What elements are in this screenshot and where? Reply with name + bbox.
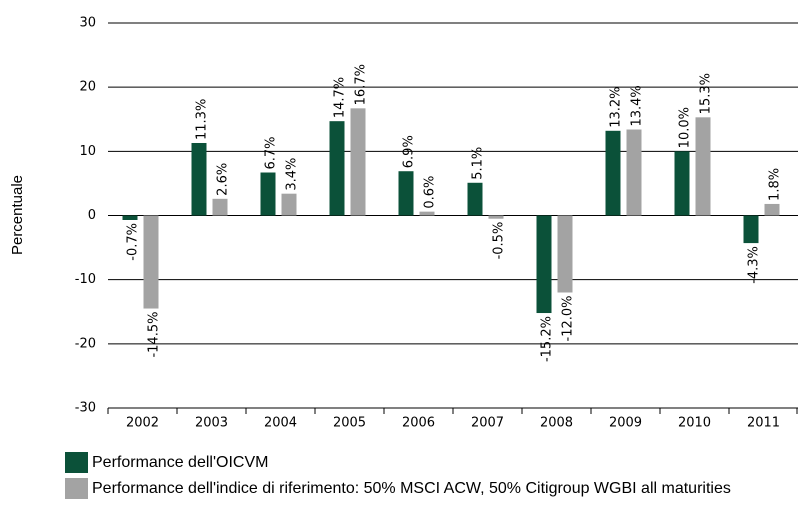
legend-label: Performance dell'indice di riferimento: … bbox=[92, 480, 731, 497]
x-tick-label: 2011 bbox=[747, 416, 780, 431]
value-label: -4.3% bbox=[747, 246, 762, 284]
legend-swatch bbox=[65, 452, 88, 473]
y-tick-label: -10 bbox=[75, 272, 96, 287]
value-label: 6.9% bbox=[402, 135, 417, 168]
legend: Performance dell'OICVM Performance dell'i… bbox=[65, 452, 799, 504]
value-label: -12.0% bbox=[561, 296, 576, 342]
x-tick-label: 2006 bbox=[402, 416, 435, 431]
bar bbox=[626, 129, 642, 216]
value-label: 2.6% bbox=[216, 163, 231, 196]
value-label: 1.8% bbox=[768, 168, 783, 201]
bar bbox=[398, 171, 414, 216]
x-tick-label: 2010 bbox=[678, 416, 711, 431]
value-label: 0.6% bbox=[423, 176, 438, 209]
x-tick-label: 2007 bbox=[471, 416, 504, 431]
value-label: 3.4% bbox=[285, 158, 300, 191]
y-tick-label: -20 bbox=[75, 336, 96, 351]
value-label: 10.0% bbox=[678, 107, 693, 148]
x-tick-label: 2004 bbox=[264, 416, 297, 431]
y-tick-label: 20 bbox=[79, 80, 96, 95]
bar bbox=[695, 117, 711, 216]
legend-item: Performance dell'OICVM bbox=[65, 452, 799, 473]
value-label: -0.7% bbox=[126, 223, 141, 261]
value-label: 5.1% bbox=[471, 147, 486, 180]
bar bbox=[605, 130, 621, 216]
bar bbox=[743, 215, 759, 244]
value-label: -14.5% bbox=[147, 312, 162, 358]
legend-label: Performance dell'OICVM bbox=[92, 454, 269, 471]
bar bbox=[329, 121, 345, 216]
value-label: 6.7% bbox=[264, 136, 279, 169]
y-axis-label: Percentuale bbox=[9, 175, 26, 255]
value-label: 11.3% bbox=[195, 99, 210, 140]
bar bbox=[764, 203, 780, 216]
y-tick-label: 10 bbox=[79, 144, 96, 159]
value-label: 13.2% bbox=[609, 86, 624, 127]
bar bbox=[260, 172, 276, 216]
bar bbox=[536, 215, 552, 314]
chart: Percentuale -30 -20 -10 0 10 20 30 2002 2003 2004… bbox=[9, 16, 798, 431]
bar bbox=[122, 215, 138, 220]
value-label: -15.2% bbox=[540, 316, 555, 362]
bar bbox=[488, 215, 504, 219]
y-tick-label: 30 bbox=[79, 16, 96, 31]
x-tick-label: 2009 bbox=[609, 416, 642, 431]
y-tick-label: 0 bbox=[88, 208, 96, 223]
value-label: 13.4% bbox=[630, 85, 645, 126]
bar bbox=[191, 142, 207, 216]
bar bbox=[674, 151, 690, 216]
x-tick-label: 2003 bbox=[195, 416, 228, 431]
x-tick-label: 2008 bbox=[540, 416, 573, 431]
bar bbox=[557, 215, 573, 293]
value-label: -0.5% bbox=[492, 222, 507, 260]
bar bbox=[143, 215, 159, 309]
value-label: 14.7% bbox=[333, 77, 348, 118]
bar bbox=[419, 211, 435, 216]
y-tick-label: -30 bbox=[75, 401, 96, 416]
legend-swatch bbox=[65, 478, 88, 499]
value-label: 15.3% bbox=[699, 73, 714, 114]
legend-item: Performance dell'indice di riferimento: … bbox=[65, 478, 799, 499]
x-tick-label: 2002 bbox=[126, 416, 159, 431]
bar bbox=[467, 182, 483, 216]
bar bbox=[281, 193, 297, 216]
bar bbox=[350, 108, 366, 216]
value-label: 16.7% bbox=[354, 64, 369, 105]
bar bbox=[212, 198, 228, 216]
x-tick-label: 2005 bbox=[333, 416, 366, 431]
